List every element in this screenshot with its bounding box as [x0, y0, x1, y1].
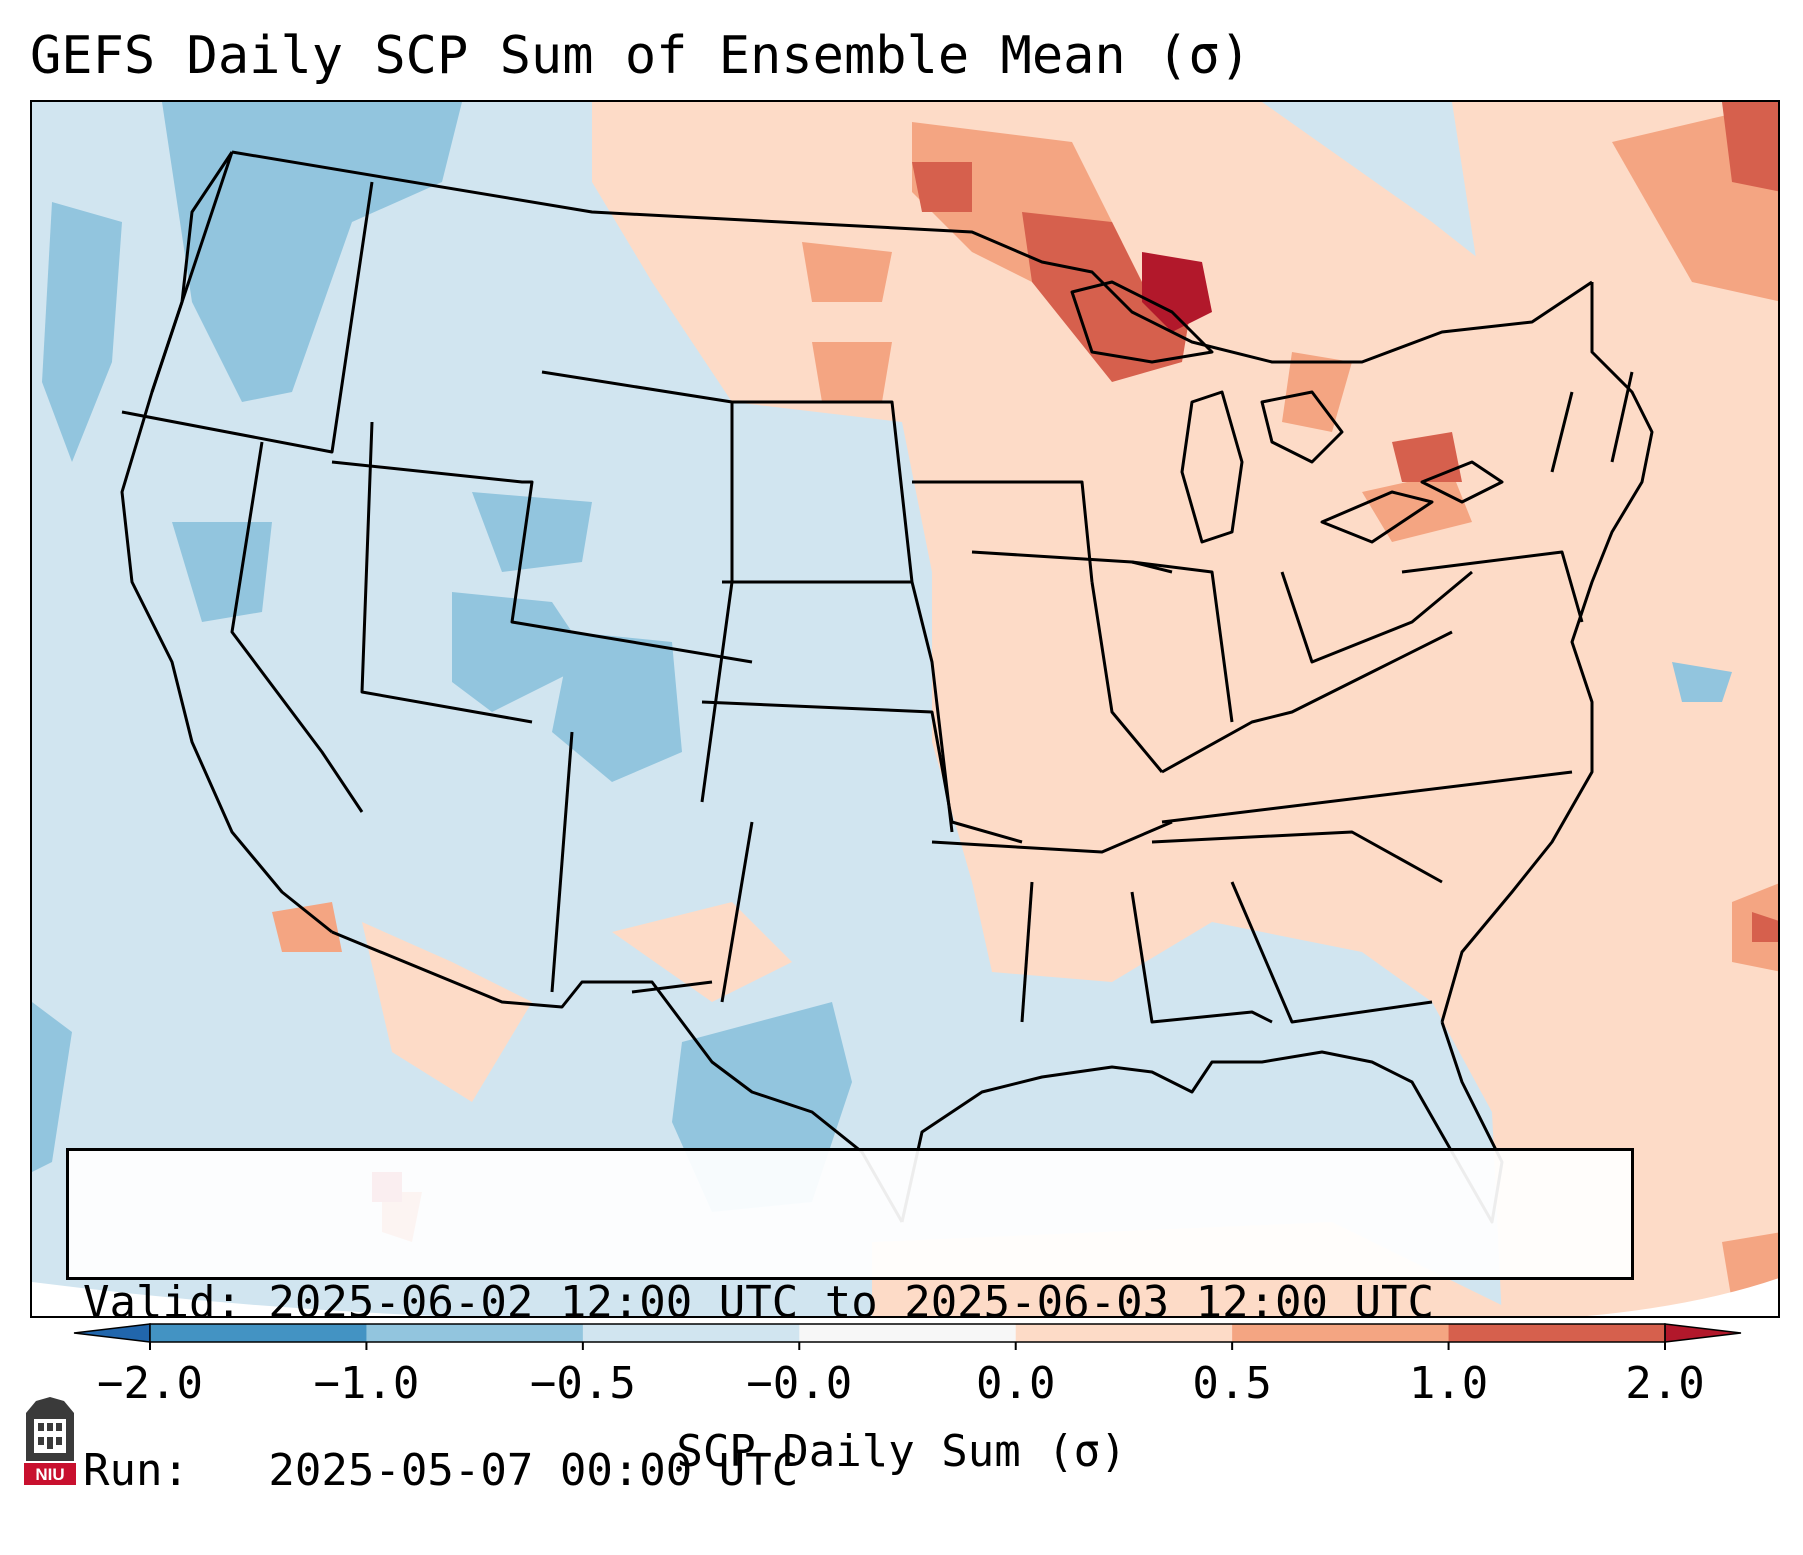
colorbar-tick-label: −2.0: [97, 1358, 203, 1409]
colorbar-tick-label: −0.5: [529, 1358, 636, 1409]
colorbar-outline: [149, 1323, 1666, 1343]
projection-edge-right: [1587, 1278, 1778, 1316]
colorbar-segment: [799, 1324, 1017, 1342]
colorbar-tick-label: 0.0: [975, 1358, 1056, 1409]
colorbar-tick-label: 1.0: [1408, 1358, 1489, 1409]
validity-info-box: Valid: 2025-06-02 12:00 UTC to 2025-06-0…: [66, 1148, 1634, 1496]
colorbar-extend-low: [73, 1323, 151, 1343]
map-panel: [30, 100, 1780, 1318]
colorbar-segment: [1015, 1324, 1233, 1342]
colorbar-label: SCP Daily Sum (σ): [676, 1426, 1127, 1477]
boundary-lines: [120, 150, 1654, 1224]
colorbar-tick-label: −1.0: [313, 1358, 420, 1409]
colorbar: [73, 1323, 1742, 1350]
colorbar-tick-label: 0.5: [1192, 1358, 1272, 1409]
scp-anomaly-map: [32, 102, 1778, 1316]
niu-logo: NIU: [24, 1397, 76, 1485]
colorbar-segment: [1448, 1324, 1666, 1342]
colorbar-extend-high: [1664, 1323, 1742, 1343]
colorbar-segment: [150, 1324, 367, 1342]
map-title: GEFS Daily SCP Sum of Ensemble Mean (σ): [30, 26, 1251, 86]
logo-text: NIU: [35, 1465, 64, 1484]
colorbar-segment: [366, 1324, 584, 1342]
colorbar-segment: [1232, 1324, 1450, 1342]
colorbar-segment: [582, 1324, 800, 1342]
run-time-text: Run: 2025-05-07 00:00 UTC: [83, 1445, 799, 1496]
projection-edge: [32, 1282, 438, 1316]
colorbar-tick-label: −0.0: [746, 1358, 853, 1409]
colorbar-tick-label: 2.0: [1625, 1358, 1705, 1409]
valid-time-text: Valid: 2025-06-02 12:00 UTC to 2025-06-0…: [83, 1277, 1435, 1328]
